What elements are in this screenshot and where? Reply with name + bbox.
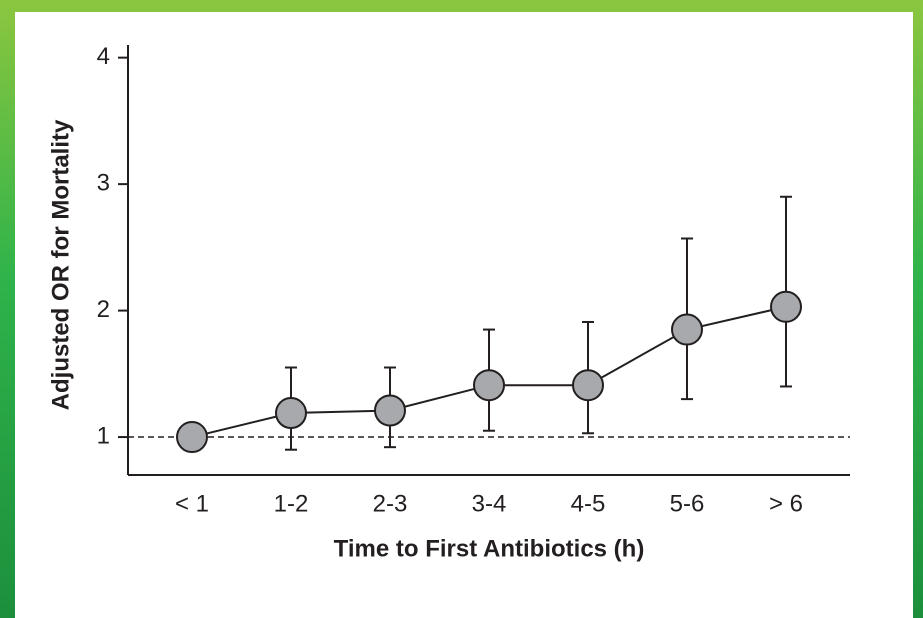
frame <box>15 12 913 618</box>
x-axis-title: Time to First Antibiotics (h) <box>334 535 645 562</box>
x-tick-label: 3-4 <box>472 490 507 517</box>
x-tick-label: > 6 <box>769 490 803 517</box>
point <box>275 397 307 430</box>
point <box>572 369 604 402</box>
point <box>671 313 703 346</box>
y-tick-label: 1 <box>97 422 110 449</box>
point <box>176 421 208 454</box>
x-tick-label: < 1 <box>175 490 209 517</box>
point <box>770 290 802 323</box>
x-tick-label: 1-2 <box>274 490 309 517</box>
x-tick-label: 5-6 <box>670 490 705 517</box>
x-tick-label: 4-5 <box>571 490 606 517</box>
y-axis-title: Adjusted OR for Mortality <box>47 119 74 410</box>
y-tick-label: 4 <box>97 43 110 70</box>
point <box>473 369 505 402</box>
point <box>374 394 406 427</box>
y-tick-label: 2 <box>97 296 110 323</box>
x-tick-label: 2-3 <box>373 490 408 517</box>
y-tick-label: 3 <box>97 169 110 196</box>
